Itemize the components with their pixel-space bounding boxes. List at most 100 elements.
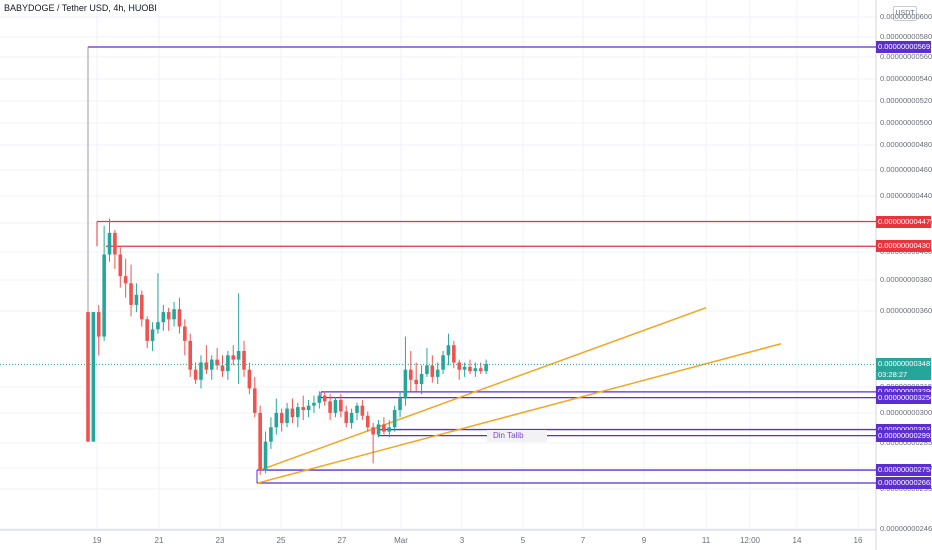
candle-body xyxy=(123,276,128,284)
y-tick-label: 0.000000003800 xyxy=(880,275,932,284)
x-tick-label: 23 xyxy=(215,536,225,545)
x-tick-label: 14 xyxy=(792,536,802,545)
y-tick-label: 0.000000002850 xyxy=(880,438,932,447)
candle-body xyxy=(392,409,397,428)
last-price-value: 0.000000003487 xyxy=(878,359,931,369)
candle-body xyxy=(215,359,219,366)
candle-body xyxy=(387,427,392,432)
last-price-label: 0.000000003487 03:28:27 xyxy=(876,358,931,381)
candle-body xyxy=(446,345,451,356)
candle-body xyxy=(91,312,96,442)
candle-body xyxy=(177,309,182,327)
candle-body xyxy=(252,388,257,413)
price-level-label: 0.000000002992 xyxy=(876,429,931,442)
x-tick-label: 5 xyxy=(520,536,526,545)
candle-body xyxy=(140,294,144,320)
annotation-label: Din Talib xyxy=(487,430,547,442)
y-tick-label: 0.000000005600 xyxy=(880,52,932,61)
candle-body xyxy=(344,411,349,423)
candle-body xyxy=(414,379,418,385)
x-tick-label: 7 xyxy=(580,536,586,545)
candle-body xyxy=(339,399,343,412)
candle-body xyxy=(322,395,327,402)
y-tick-label: 0.000000005400 xyxy=(880,74,932,83)
currency-label[interactable]: USDT xyxy=(893,6,917,21)
candle-body xyxy=(183,326,187,341)
candle-body xyxy=(102,254,106,337)
candle-body xyxy=(161,312,166,323)
x-tick-label: 12:00 xyxy=(739,536,761,545)
candle-body xyxy=(355,405,359,413)
price-level-label: 0.000000004479 xyxy=(876,215,931,228)
price-level-label: 0.000000002753 xyxy=(876,464,931,477)
candle-body xyxy=(484,363,488,372)
x-tick-label: 21 xyxy=(154,536,164,545)
candle-body xyxy=(134,294,139,305)
candle-body xyxy=(371,427,375,435)
bar-countdown: 03:28:27 xyxy=(878,370,908,380)
candle-body xyxy=(242,350,246,370)
candle-body xyxy=(457,362,462,370)
candle-body xyxy=(118,254,123,277)
y-tick-label: 0.000000003000 xyxy=(880,408,932,417)
candle-body xyxy=(430,365,435,377)
candle-body xyxy=(172,309,176,320)
candle-body xyxy=(86,312,90,442)
x-tick-label: 27 xyxy=(337,536,347,545)
y-tick-label: 0.000000005000 xyxy=(880,118,932,127)
candle-body xyxy=(301,407,305,410)
candle-body xyxy=(333,399,338,413)
candle-body xyxy=(204,362,209,370)
candle-body xyxy=(441,355,445,370)
candle-body xyxy=(226,355,230,372)
x-tick-label: 11 xyxy=(701,536,711,545)
candle-body xyxy=(166,312,171,320)
y-tick-label: 0.000000005800 xyxy=(880,32,932,41)
candle-body xyxy=(409,369,413,380)
candle-body xyxy=(150,329,155,341)
trend-line xyxy=(259,307,707,471)
candle-body xyxy=(376,424,381,435)
candle-body xyxy=(285,408,289,423)
candle-body xyxy=(269,427,273,442)
x-tick-label: 16 xyxy=(853,536,863,545)
candle-body xyxy=(435,369,440,377)
x-tick-label: Mar xyxy=(394,536,408,545)
candle-body xyxy=(468,366,472,372)
y-tick-label: 0.000000004600 xyxy=(880,165,932,174)
y-tick-label: 0.000000002460 xyxy=(880,524,932,533)
candle-body xyxy=(425,365,429,374)
candle-body xyxy=(274,412,279,428)
candle-body xyxy=(349,412,354,423)
candle-body xyxy=(328,401,332,413)
candle-body xyxy=(317,395,322,403)
price-level-label: 0.000000003256 xyxy=(876,391,931,404)
candle-body xyxy=(312,402,316,406)
candle-body xyxy=(478,368,483,372)
candle-body xyxy=(419,374,424,385)
candle-body xyxy=(279,412,284,423)
y-tick-label: 0.000000005200 xyxy=(880,96,932,105)
candle-body xyxy=(365,415,370,428)
candle-body xyxy=(231,355,236,360)
candle-body xyxy=(263,441,268,471)
y-tick-label: 0.000000004400 xyxy=(880,191,932,200)
candle-body xyxy=(462,366,467,370)
candle-body xyxy=(188,340,193,370)
candle-body xyxy=(290,408,295,418)
x-tick-label: 25 xyxy=(276,536,286,545)
candle-body xyxy=(113,232,117,255)
candle-body xyxy=(107,232,112,255)
candle-body xyxy=(156,322,160,330)
candle-body xyxy=(209,359,214,370)
candle-body xyxy=(247,369,252,389)
candle-body xyxy=(145,319,149,341)
trend-line xyxy=(257,343,782,484)
chart-title: BABYDOGE / Tether USD, 4h, HUOBI xyxy=(4,3,157,13)
candle-body xyxy=(398,398,402,410)
candle-body xyxy=(96,312,101,337)
candle-body xyxy=(193,369,198,380)
x-tick-label: 9 xyxy=(641,536,647,545)
candle-body xyxy=(403,369,408,399)
y-tick-label: 0.000000006000 xyxy=(880,12,932,21)
